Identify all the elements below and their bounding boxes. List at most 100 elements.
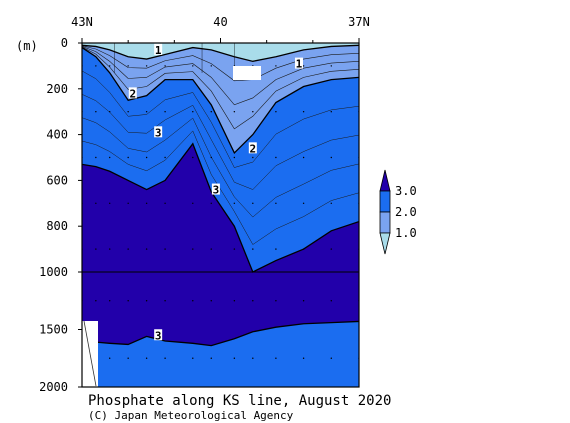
station-dot: [275, 65, 277, 67]
legend-swatch-above-3: [379, 169, 391, 192]
station-dot: [302, 248, 305, 250]
contour-line-3: [82, 320, 359, 347]
station-dot: [95, 300, 97, 302]
station-dot: [252, 156, 254, 159]
station-dot: [233, 156, 236, 159]
station-dot: [275, 248, 277, 250]
station-dot: [275, 111, 277, 113]
station-dot: [302, 202, 305, 204]
station-dot: [164, 202, 166, 204]
contour-labels: 1 1 2 2 3 3 3: [128, 43, 303, 342]
contour-label: 1: [155, 44, 162, 57]
contour-label-box: [248, 142, 257, 154]
station-dot: [192, 357, 194, 359]
station-dot: [233, 357, 236, 359]
y-tick-label: 200: [46, 82, 68, 96]
contour-label-box: [128, 87, 137, 99]
isoline-minor: [82, 70, 359, 168]
station-dot: [302, 111, 305, 113]
station-dot: [95, 202, 97, 204]
station-dot: [210, 65, 212, 67]
station-dot: [210, 248, 212, 250]
legend-label: 3.0: [395, 184, 417, 198]
contour-label: 1: [296, 58, 303, 71]
station-dot: [233, 202, 236, 204]
station-dot: [210, 357, 212, 359]
station-dot: [233, 111, 236, 113]
station-dot: [233, 300, 236, 302]
contour-label-box: [154, 329, 163, 341]
station-dot: [302, 357, 305, 359]
station-dot: [127, 202, 129, 204]
x-tick-label: 37N: [348, 15, 370, 29]
isoline-minor: [82, 117, 359, 218]
station-dot: [127, 248, 129, 250]
y-tick-label: 1500: [39, 323, 68, 337]
station-dot: [275, 156, 277, 159]
legend-swatch-2-3: [379, 190, 391, 213]
station-dot: [95, 248, 97, 250]
station-dot: [109, 111, 111, 113]
chart-credit: (C) Japan Meteorological Agency: [88, 409, 294, 422]
contour-label: 2: [129, 87, 136, 100]
contour-label-box: [294, 57, 303, 69]
station-dot: [109, 248, 111, 250]
station-dot: [210, 156, 212, 159]
station-dot: [192, 65, 194, 67]
station-dot: [330, 111, 332, 113]
legend: 3.0 2.0 1.0: [379, 169, 417, 255]
station-dot: [302, 156, 305, 159]
station-dot: [164, 111, 166, 113]
contour-label: 2: [250, 142, 257, 155]
station-dot: [95, 65, 97, 67]
station-dot: [164, 156, 166, 159]
station-dot: [145, 65, 148, 67]
station-dot: [192, 248, 194, 250]
contour-label: 3: [155, 126, 162, 139]
station-dot: [233, 248, 236, 250]
station-dot: [95, 111, 97, 113]
contour-fill-layer: [82, 43, 359, 387]
station-dot: [275, 357, 277, 359]
station-dot: [330, 156, 332, 159]
station-dot: [145, 357, 148, 359]
y-tick-label: 2000: [39, 380, 68, 394]
band-above-3: [82, 143, 359, 346]
station-dot: [145, 156, 148, 159]
station-dot: [109, 65, 111, 67]
x-tick-label: 40: [213, 15, 227, 29]
station-dot: [302, 300, 305, 302]
station-dot: [275, 202, 277, 204]
station-dot: [145, 202, 148, 204]
station-dot: [127, 111, 129, 113]
y-axis: 0 200 400 600 800 1000 1500 2000: [39, 36, 82, 394]
band-1-2: [82, 45, 359, 153]
station-dot: [330, 202, 332, 204]
y-tick-label: 1000: [39, 265, 68, 279]
contour-label-box: [154, 126, 163, 138]
legend-swatch-1-2: [379, 211, 391, 234]
station-dot: [330, 248, 332, 250]
station-dot: [164, 357, 166, 359]
isoline-minor: [82, 46, 359, 130]
contour-line-layer: [82, 44, 359, 347]
station-dot: [192, 300, 194, 302]
station-dot: [109, 156, 111, 159]
missing-data-patch: [233, 66, 261, 80]
station-dot: [330, 65, 332, 67]
station-dot: [127, 65, 129, 67]
station-dot: [192, 111, 194, 113]
station-dot: [109, 202, 111, 204]
y-tick-label: 600: [46, 173, 68, 187]
missing-data-edge: [83, 320, 97, 387]
chart-title: Phosphate along KS line, August 2020: [88, 393, 391, 409]
station-dot: [127, 357, 129, 359]
station-dot: [127, 300, 129, 302]
y-tick-label: 0: [61, 36, 68, 50]
station-dot: [330, 357, 332, 359]
station-dot: [252, 111, 254, 113]
station-dot: [192, 202, 194, 204]
station-dot: [109, 357, 111, 359]
station-dot: [252, 357, 254, 359]
